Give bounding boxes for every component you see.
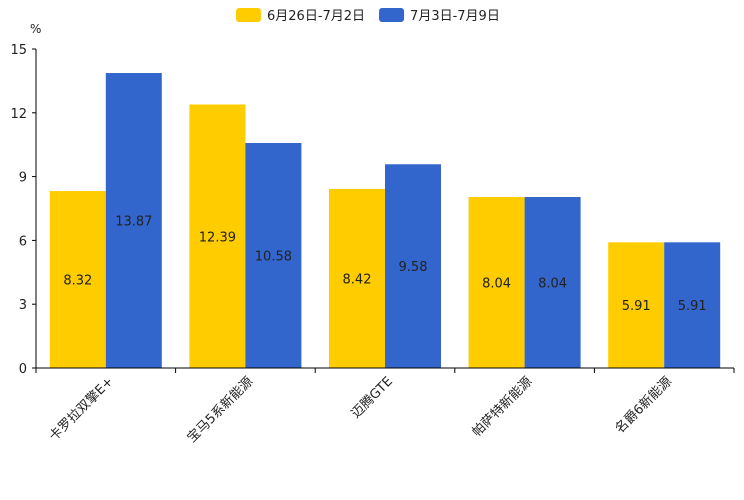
- legend: 6月26日-7月2日 7月3日-7月9日: [236, 8, 500, 24]
- legend-swatch: [236, 8, 261, 22]
- x-tick-label: 卡罗拉双擎E+: [47, 374, 117, 444]
- data-label: 12.39: [199, 230, 236, 245]
- bar: [189, 104, 246, 369]
- x-tick-label: 迈腾GTE: [348, 374, 396, 422]
- legend-item[interactable]: 6月26日-7月2日: [236, 8, 365, 24]
- bar: [329, 188, 385, 368]
- y-tick-label: 12: [10, 107, 27, 122]
- y-axis: 0 3 6 9 12 15: [10, 43, 37, 377]
- data-label: 10.58: [255, 249, 292, 264]
- bar: [664, 242, 721, 368]
- x-tick-label: 宝马5系新能源: [184, 374, 256, 446]
- data-label: 9.58: [399, 260, 428, 275]
- y-tick-label: 0: [19, 362, 27, 377]
- legend-swatch: [379, 8, 405, 22]
- data-label: 8.04: [482, 277, 511, 292]
- legend-label: 7月3日-7月9日: [410, 9, 500, 24]
- x-tick-label: 名爵6新能源: [612, 374, 675, 437]
- bar: [49, 191, 106, 368]
- data-label: 8.42: [343, 272, 372, 287]
- legend-item[interactable]: 7月3日-7月9日: [379, 8, 500, 24]
- y-tick-label: 3: [19, 298, 27, 313]
- bar: [524, 197, 581, 368]
- bar: [608, 242, 665, 368]
- y-tick-label: 6: [19, 234, 27, 249]
- legend-label: 6月26日-7月2日: [267, 9, 365, 24]
- data-label: 5.91: [678, 299, 707, 314]
- x-axis: 卡罗拉双擎E+ 宝马5系新能源 迈腾GTE 帕萨特新能源 名爵6新能源: [35, 367, 735, 446]
- bars: 8.32 12.39 8.42 8.04 5.91 13.87 10.58 9.58 8.04 5…: [49, 73, 721, 369]
- bar: [385, 164, 441, 368]
- data-label: 13.87: [115, 215, 152, 230]
- bar: [245, 142, 302, 368]
- bar: [105, 73, 162, 368]
- x-tick-label: 帕萨特新能源: [469, 374, 535, 440]
- data-label: 8.32: [63, 274, 92, 289]
- y-axis-label: %: [30, 22, 41, 36]
- y-tick-label: 9: [19, 171, 27, 186]
- y-tick-label: 15: [10, 43, 27, 58]
- data-label: 8.04: [538, 277, 567, 292]
- data-label: 5.91: [622, 299, 651, 314]
- bar: [468, 197, 525, 368]
